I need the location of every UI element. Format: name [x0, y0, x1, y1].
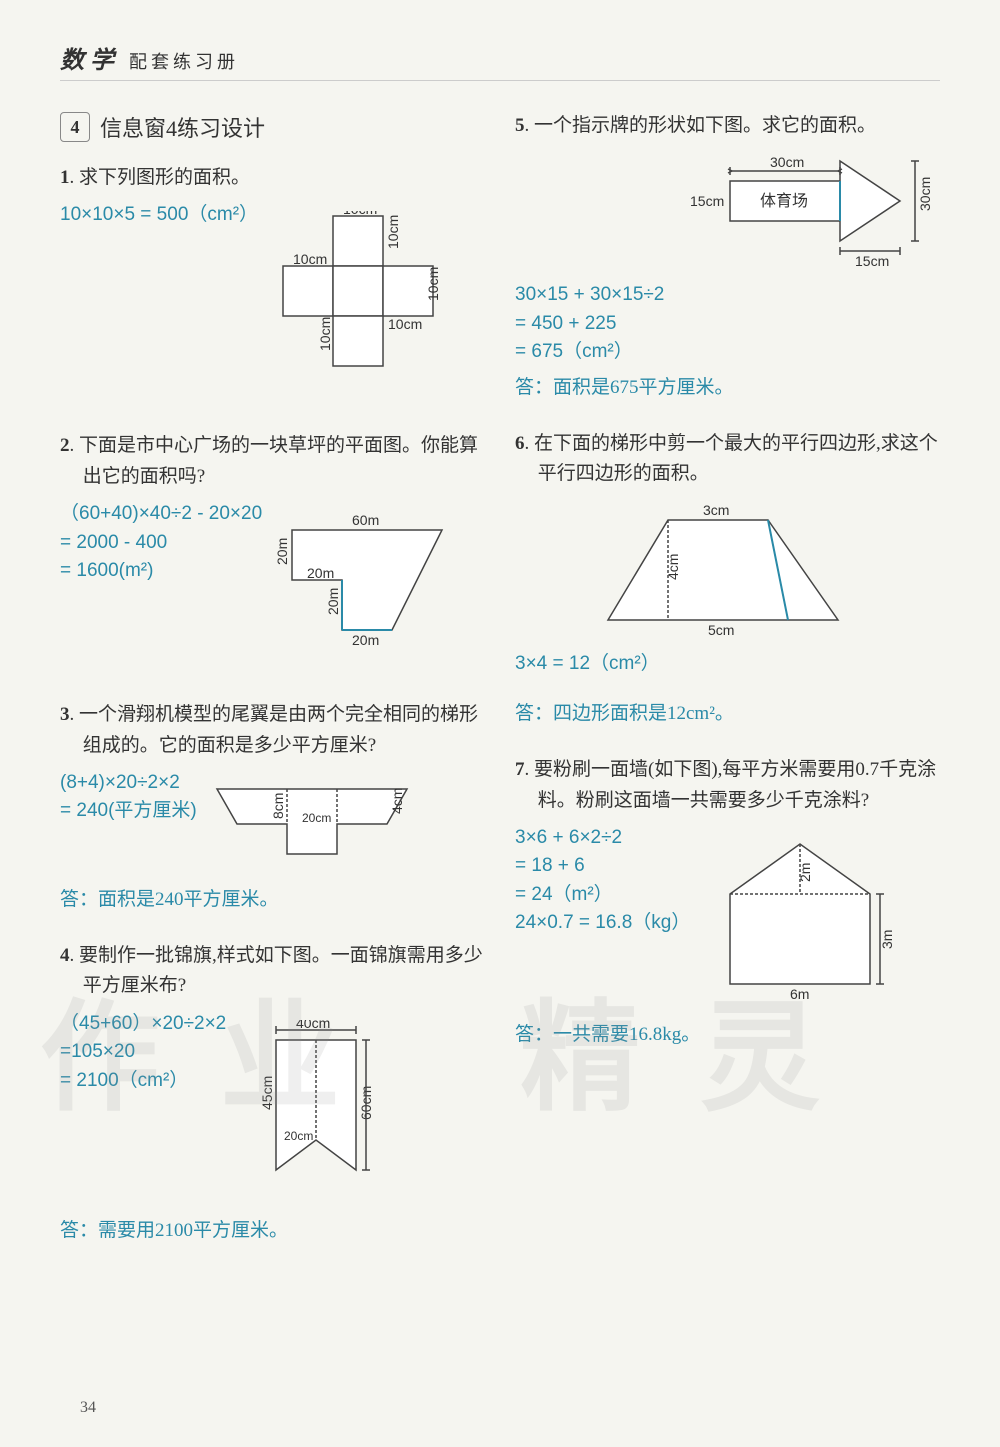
- problem-2-diagram: 60m 20m 20m 20m 20m: [272, 510, 462, 660]
- problem-2: 2. 下面是市中心广场的一块草坪的平面图。你能算出它的面积吗? （60+40)×…: [60, 431, 485, 670]
- problem-5-diagram: 30cm 15cm 体育场 30cm 15cm: [515, 151, 940, 271]
- svg-text:8cm: 8cm: [270, 793, 286, 819]
- problem-6-text: 6. 在下面的梯形中剪一个最大的平行四边形,求这个平行四边形的面积。: [515, 429, 940, 490]
- left-column: 4 信息窗4练习设计 1. 求下列图形的面积。 10×10×5 = 500（cm…: [60, 111, 485, 1272]
- problem-1-text: 1. 求下列图形的面积。: [60, 163, 485, 193]
- svg-text:10cm: 10cm: [343, 211, 377, 217]
- svg-text:20m: 20m: [274, 538, 290, 565]
- problem-2-text: 2. 下面是市中心广场的一块草坪的平面图。你能算出它的面积吗?: [60, 431, 485, 492]
- svg-text:20m: 20m: [352, 632, 379, 648]
- svg-text:10cm: 10cm: [317, 317, 333, 351]
- svg-text:4cm: 4cm: [665, 553, 681, 579]
- problem-6-diagram: 3cm 4cm 5cm: [515, 500, 940, 640]
- svg-text:体育场: 体育场: [760, 192, 808, 210]
- problem-2-answer: （60+40)×40÷2 - 20×20 = 2000 - 400 = 1600…: [60, 500, 262, 586]
- svg-text:15cm: 15cm: [855, 253, 889, 269]
- problem-1-diagram: 10cm 10cm 10cm 10cm 10cm 10cm: [268, 211, 448, 391]
- svg-text:40cm: 40cm: [296, 1020, 330, 1031]
- svg-text:10cm: 10cm: [388, 316, 422, 332]
- problem-5: 5. 一个指示牌的形状如下图。求它的面积。 30cm 15cm 体育场 30: [515, 111, 940, 399]
- section-title: 4 信息窗4练习设计: [60, 111, 485, 143]
- svg-text:2m: 2m: [797, 863, 813, 882]
- problem-3-text: 3. 一个滑翔机模型的尾翼是由两个完全相同的梯形组成的。它的面积是多少平方厘米?: [60, 700, 485, 761]
- svg-text:45cm: 45cm: [259, 1076, 275, 1110]
- problem-5-answer: 30×15 + 30×15÷2 = 450 + 225 = 675（cm²）: [515, 281, 940, 367]
- page-header: 数 学 配套练习册: [60, 40, 940, 81]
- problem-4-diagram: 40cm 45cm 20cm 60cm: [236, 1020, 386, 1200]
- problem-7-text: 7. 要粉刷一面墙(如下图),每平方米需要用0.7千克涂料。粉刷这面墙一共需要多…: [515, 755, 940, 816]
- svg-text:30cm: 30cm: [770, 154, 804, 170]
- problem-7: 7. 要粉刷一面墙(如下图),每平方米需要用0.7千克涂料。粉刷这面墙一共需要多…: [515, 755, 940, 1046]
- problem-1-answer: 10×10×5 = 500（cm²）: [60, 201, 258, 230]
- problem-3-answer-text: 答：面积是240平方厘米。: [60, 884, 485, 911]
- problem-3-answer: (8+4)×20÷2×2 = 240(平方厘米): [60, 769, 197, 826]
- page-number: 34: [80, 1399, 96, 1417]
- problem-6: 6. 在下面的梯形中剪一个最大的平行四边形,求这个平行四边形的面积。 3cm 4…: [515, 429, 940, 725]
- svg-text:20m: 20m: [307, 565, 334, 581]
- problem-5-text: 5. 一个指示牌的形状如下图。求它的面积。: [515, 111, 940, 141]
- svg-text:6m: 6m: [790, 986, 809, 1002]
- header-subtitle: 配套练习册: [129, 48, 239, 74]
- problem-7-diagram: 2m 3m 6m: [700, 834, 900, 1004]
- problem-6-answer: 3×4 = 12（cm²）: [515, 650, 940, 679]
- section-text: 信息窗4练习设计: [100, 111, 265, 143]
- svg-text:5cm: 5cm: [708, 622, 734, 638]
- svg-text:20cm: 20cm: [302, 811, 331, 825]
- svg-text:10cm: 10cm: [293, 251, 327, 267]
- problem-3: 3. 一个滑翔机模型的尾翼是由两个完全相同的梯形组成的。它的面积是多少平方厘米?…: [60, 700, 485, 911]
- svg-text:4cm: 4cm: [389, 788, 405, 814]
- svg-text:20m: 20m: [325, 588, 341, 615]
- header-subject: 数 学: [60, 40, 114, 75]
- svg-text:20cm: 20cm: [284, 1129, 313, 1143]
- svg-text:3m: 3m: [879, 930, 895, 949]
- problem-7-answer: 3×6 + 6×2÷2 = 18 + 6 = 24（m²） 24×0.7 = 1…: [515, 824, 690, 938]
- svg-text:10cm: 10cm: [425, 267, 441, 301]
- svg-text:10cm: 10cm: [385, 215, 401, 249]
- problem-1: 1. 求下列图形的面积。 10×10×5 = 500（cm²） 10cm 10c…: [60, 163, 485, 401]
- svg-text:60m: 60m: [352, 512, 379, 528]
- section-number: 4: [60, 112, 90, 142]
- problem-7-answer-text: 答：一共需要16.8kg。: [515, 1019, 940, 1046]
- svg-text:30cm: 30cm: [917, 177, 933, 211]
- problem-5-answer-text: 答：面积是675平方厘米。: [515, 372, 940, 399]
- problem-4-answer-text: 答：需要用2100平方厘米。: [60, 1215, 485, 1242]
- right-column: 5. 一个指示牌的形状如下图。求它的面积。 30cm 15cm 体育场 30: [515, 111, 940, 1272]
- problem-4-answer: （45+60）×20÷2×2 =105×20 = 2100（cm²）: [60, 1010, 226, 1096]
- svg-text:15cm: 15cm: [690, 193, 724, 209]
- problem-3-diagram: 8cm 20cm 4cm: [207, 779, 417, 869]
- problem-4-text: 4. 要制作一批锦旗,样式如下图。一面锦旗需用多少平方厘米布?: [60, 941, 485, 1002]
- problem-4: 4. 要制作一批锦旗,样式如下图。一面锦旗需用多少平方厘米布? （45+60）×…: [60, 941, 485, 1242]
- svg-text:3cm: 3cm: [703, 502, 729, 518]
- problem-6-answer-text: 答：四边形面积是12cm²。: [515, 698, 940, 725]
